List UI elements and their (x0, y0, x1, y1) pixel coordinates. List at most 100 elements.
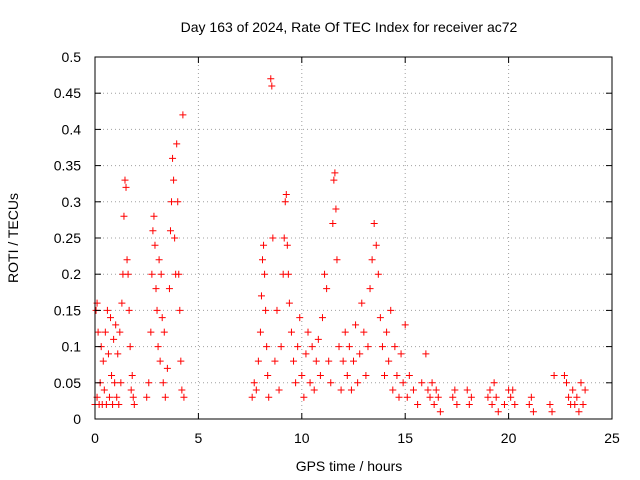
data-point (347, 386, 355, 394)
x-axis-label: GPS time / hours (296, 458, 403, 474)
data-point (330, 176, 338, 184)
data-point (180, 393, 188, 401)
data-point (391, 343, 399, 351)
y-tick-label: 0.3 (62, 194, 82, 210)
data-point (113, 393, 121, 401)
data-point (434, 393, 442, 401)
data-point (327, 379, 335, 387)
data-point (414, 401, 422, 409)
data-point (115, 401, 123, 409)
data-point (128, 372, 136, 380)
data-point (281, 198, 289, 206)
y-tick-label: 0.35 (54, 158, 81, 174)
data-point (314, 335, 322, 343)
data-points (91, 75, 589, 416)
data-point (264, 372, 272, 380)
y-tick-label: 0.15 (54, 302, 81, 318)
data-point (389, 386, 397, 394)
x-tick-label: 5 (195, 430, 203, 446)
data-point (283, 241, 291, 249)
y-tick-label: 0.1 (62, 339, 82, 355)
data-point (399, 379, 407, 387)
data-point (418, 379, 426, 387)
data-point (129, 393, 137, 401)
data-point (99, 357, 107, 365)
data-point (329, 220, 337, 228)
data-point (397, 350, 405, 358)
data-point (121, 176, 129, 184)
data-point (123, 256, 131, 264)
data-point (114, 350, 122, 358)
data-point (494, 408, 502, 416)
data-point (108, 372, 116, 380)
data-point (325, 357, 333, 365)
x-tick-label: 15 (397, 430, 413, 446)
data-point (103, 306, 111, 314)
data-point (267, 75, 275, 83)
data-point (511, 401, 519, 409)
data-point (577, 379, 585, 387)
data-point (117, 379, 125, 387)
data-point (569, 386, 577, 394)
data-point (529, 408, 537, 416)
data-point (333, 256, 341, 264)
data-point (261, 270, 269, 278)
data-point (176, 306, 184, 314)
data-point (362, 372, 370, 380)
data-point (116, 328, 124, 336)
data-point (148, 270, 156, 278)
data-point (160, 328, 168, 336)
data-point (292, 379, 300, 387)
data-point (300, 393, 308, 401)
data-point (163, 364, 171, 372)
data-point (120, 212, 128, 220)
data-point (323, 285, 331, 293)
data-point (401, 321, 409, 329)
data-point (124, 270, 132, 278)
y-tick-label: 0.4 (62, 121, 82, 137)
x-tick-label: 0 (91, 430, 99, 446)
data-point (403, 393, 411, 401)
data-point (248, 393, 256, 401)
y-tick-label: 0 (73, 411, 81, 427)
data-point (298, 372, 306, 380)
data-point (352, 321, 360, 329)
data-point (581, 386, 589, 394)
data-point (111, 379, 119, 387)
data-point (149, 227, 157, 235)
data-point (254, 357, 262, 365)
data-point (546, 401, 554, 409)
data-point (350, 357, 357, 365)
data-point (310, 386, 318, 394)
data-point (318, 314, 326, 322)
data-point (94, 328, 102, 336)
data-point (147, 328, 155, 336)
data-point (118, 299, 126, 307)
data-point (467, 393, 475, 401)
data-point (250, 379, 258, 387)
data-point (550, 372, 558, 380)
data-point (409, 386, 417, 394)
data-point (122, 183, 130, 191)
data-point (360, 328, 368, 336)
data-point (321, 270, 329, 278)
data-point (341, 328, 349, 336)
data-point (175, 270, 183, 278)
data-point (374, 270, 382, 278)
data-point (166, 227, 174, 235)
data-point (161, 393, 169, 401)
data-point (393, 372, 401, 380)
data-point (169, 154, 177, 162)
data-point (126, 343, 134, 351)
data-point (174, 198, 182, 206)
data-point (563, 379, 571, 387)
data-point (432, 386, 440, 394)
data-point (290, 357, 298, 365)
data-point (285, 299, 293, 307)
data-point (565, 393, 573, 401)
data-point (579, 401, 587, 409)
data-point (252, 386, 260, 394)
data-point (395, 393, 403, 401)
data-point (368, 256, 376, 264)
data-point (179, 111, 187, 119)
